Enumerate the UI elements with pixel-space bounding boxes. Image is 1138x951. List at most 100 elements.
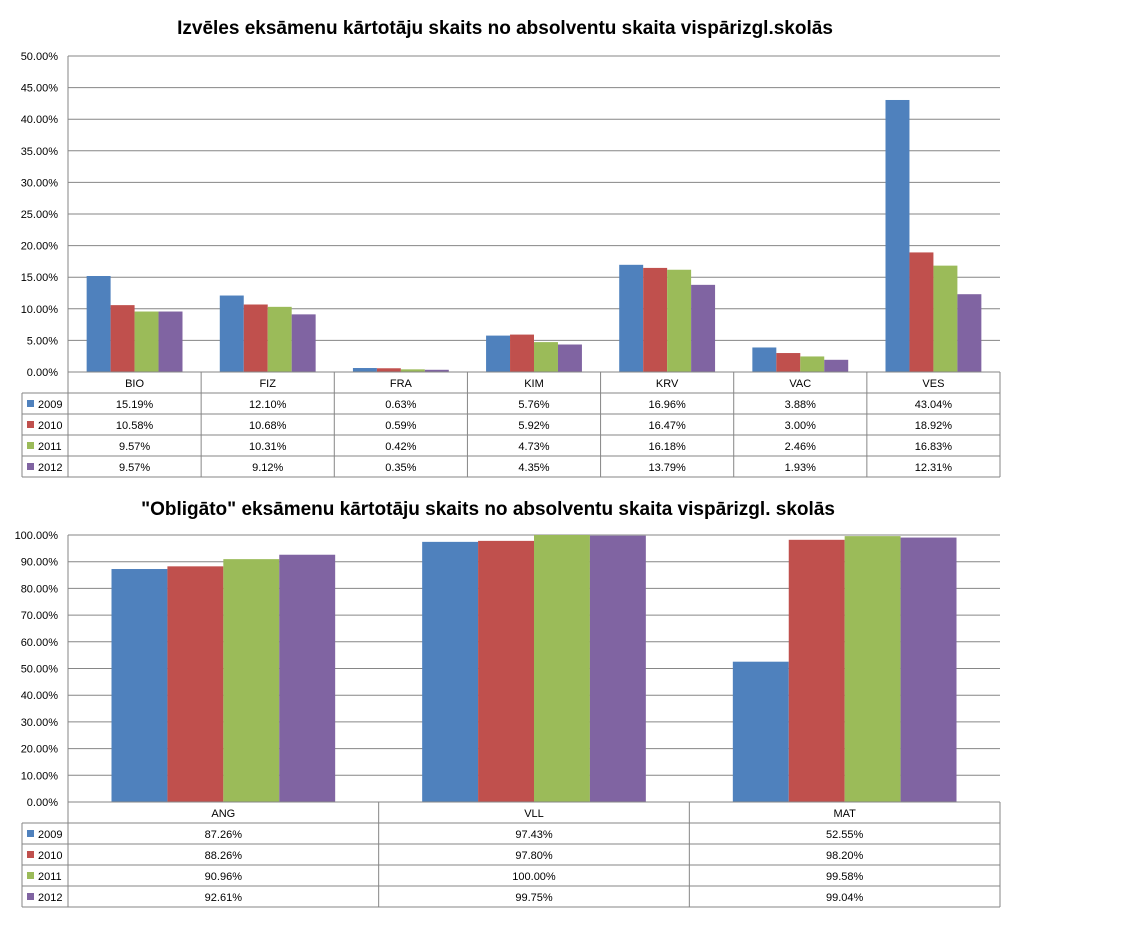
chart1-y-tick-label: 10.00% [21, 304, 59, 316]
chart1-bar-2010-KRV [643, 267, 668, 372]
chart2-y-tick-label: 80.00% [21, 583, 59, 595]
chart2-y-tick-label: 90.00% [21, 557, 59, 569]
chart1-data-label: 9.12% [252, 462, 283, 474]
chart1-legend-label: 2010 [38, 420, 62, 432]
chart2-data-label: 99.58% [826, 871, 864, 883]
chart1-title: Izvēles eksāmenu kārtotāju skaits no abs… [177, 18, 833, 39]
chart1-category-label: FIZ [259, 378, 276, 390]
chart1-data-label: 16.47% [648, 420, 686, 432]
chart1-data-label: 0.42% [385, 441, 416, 453]
chart1-data-label: 43.04% [915, 399, 953, 411]
chart1-bar-2012-VES [957, 294, 982, 372]
chart1-bar-2012-VAC [824, 359, 849, 372]
chart1-bar-2009-VAC [752, 347, 777, 372]
chart2-y-tick-label: 30.00% [21, 717, 59, 729]
chart1-legend-key-2009 [27, 400, 34, 407]
chart1-data-label: 4.35% [518, 462, 549, 474]
chart2-data-label: 99.75% [515, 892, 553, 904]
chart1-y-tick-label: 45.00% [21, 83, 59, 95]
chart2-y-tick-label: 10.00% [21, 770, 59, 782]
chart1-bar-2011-KRV [667, 269, 692, 372]
chart2-bar-2010-MAT [788, 539, 845, 802]
chart2-legend-key-2010 [27, 851, 34, 858]
chart1-category-label: VAC [789, 378, 811, 390]
chart1-bar-2009-FIZ [219, 295, 244, 372]
chart1-data-label: 10.68% [249, 420, 287, 432]
chart1-y-tick-label: 40.00% [21, 114, 59, 126]
chart2-category-label: VLL [524, 808, 544, 820]
chart1-data-label: 16.96% [648, 399, 686, 411]
chart1-bar-2010-KIM [510, 334, 534, 372]
chart2-legend-label: 2011 [38, 871, 62, 883]
chart1-data-label: 16.83% [915, 441, 953, 453]
chart1-y-tick-label: 0.00% [27, 367, 58, 379]
chart1-y-tick-label: 50.00% [21, 51, 59, 63]
chart1-category-label: KRV [656, 378, 679, 390]
chart1-y-tick-label: 35.00% [21, 146, 59, 158]
chart1-bar-2009-KRV [619, 264, 644, 372]
chart1-data-label: 0.35% [385, 462, 416, 474]
chart1-data-label: 12.31% [915, 462, 953, 474]
chart2-y-tick-label: 40.00% [21, 690, 59, 702]
chart1-legend-label: 2011 [38, 441, 62, 453]
chart1-bar-2012-FIZ [291, 314, 316, 372]
chart1-data-label: 4.73% [518, 441, 549, 453]
chart1-y-tick-label: 30.00% [21, 177, 59, 189]
chart1-data-label: 9.57% [119, 462, 150, 474]
chart2-legend-label: 2010 [38, 850, 62, 862]
chart1-bar-2012-FRA [424, 369, 449, 372]
chart2-data-label: 87.26% [205, 829, 243, 841]
chart1-bar-2009-BIO [86, 275, 111, 372]
chart1-bar-2009-KIM [486, 335, 511, 372]
chart1-legend-label: 2009 [38, 399, 62, 411]
chart1-y-tick-label: 25.00% [21, 209, 59, 221]
chart2-bar-2009-ANG [111, 569, 168, 802]
chart1-bar-2009-FRA [352, 368, 377, 372]
chart1-data-label: 1.93% [785, 462, 816, 474]
chart2-data-label: 100.00% [512, 871, 556, 883]
chart2-bar-2011-VLL [534, 535, 590, 802]
chart2-data-label: 88.26% [205, 850, 243, 862]
chart1-data-label: 12.10% [249, 399, 287, 411]
chart1-legend-key-2011 [27, 442, 34, 449]
chart2-data-label: 97.80% [515, 850, 553, 862]
chart1-bar-2011-FRA [400, 369, 425, 372]
chart1-bar-2011-VES [933, 265, 958, 372]
chart2-y-tick-label: 70.00% [21, 610, 59, 622]
chart1-bar-2010-FIZ [243, 304, 268, 372]
chart2-y-tick-label: 60.00% [21, 637, 59, 649]
chart2-bar-2012-VLL [589, 535, 646, 802]
chart2-bar-2012-ANG [279, 554, 336, 802]
chart1-legend-key-2012 [27, 463, 34, 470]
chart1-bar-2011-VAC [800, 356, 825, 372]
chart1-bar-2010-VAC [776, 353, 801, 372]
chart2-data-label: 52.55% [826, 829, 864, 841]
chart1-y-tick-label: 15.00% [21, 272, 59, 284]
chart2-data-label: 98.20% [826, 850, 864, 862]
chart1-bar-2010-FRA [376, 368, 401, 372]
chart2-data-label: 99.04% [826, 892, 864, 904]
chart1-bar-2010-VES [909, 252, 934, 372]
chart2-legend-key-2011 [27, 872, 34, 879]
chart2-bar-2012-MAT [900, 537, 957, 802]
chart1-data-label: 5.92% [518, 420, 549, 432]
chart1-bar-2011-BIO [134, 311, 159, 372]
chart2-y-tick-label: 100.00% [15, 530, 59, 542]
chart1-data-label: 3.00% [785, 420, 816, 432]
chart2-bar-2009-MAT [732, 661, 789, 802]
chart2-y-tick-label: 20.00% [21, 744, 59, 756]
chart1-data-label: 18.92% [915, 420, 953, 432]
chart2-y-tick-label: 0.00% [27, 797, 58, 809]
chart1-category-label: BIO [125, 378, 144, 390]
chart2-y-tick-label: 50.00% [21, 664, 59, 676]
chart2-data-label: 97.43% [515, 829, 553, 841]
chart2-bar-2011-ANG [223, 559, 280, 802]
chart2-bar-2009-VLL [422, 541, 479, 802]
chart1-bar-2009-VES [885, 99, 910, 373]
chart2-data-label: 92.61% [205, 892, 243, 904]
chart1-legend-key-2010 [27, 421, 34, 428]
chart1-data-label: 16.18% [648, 441, 686, 453]
chart2-category-label: ANG [211, 808, 235, 820]
chart2-legend-label: 2012 [38, 892, 62, 904]
